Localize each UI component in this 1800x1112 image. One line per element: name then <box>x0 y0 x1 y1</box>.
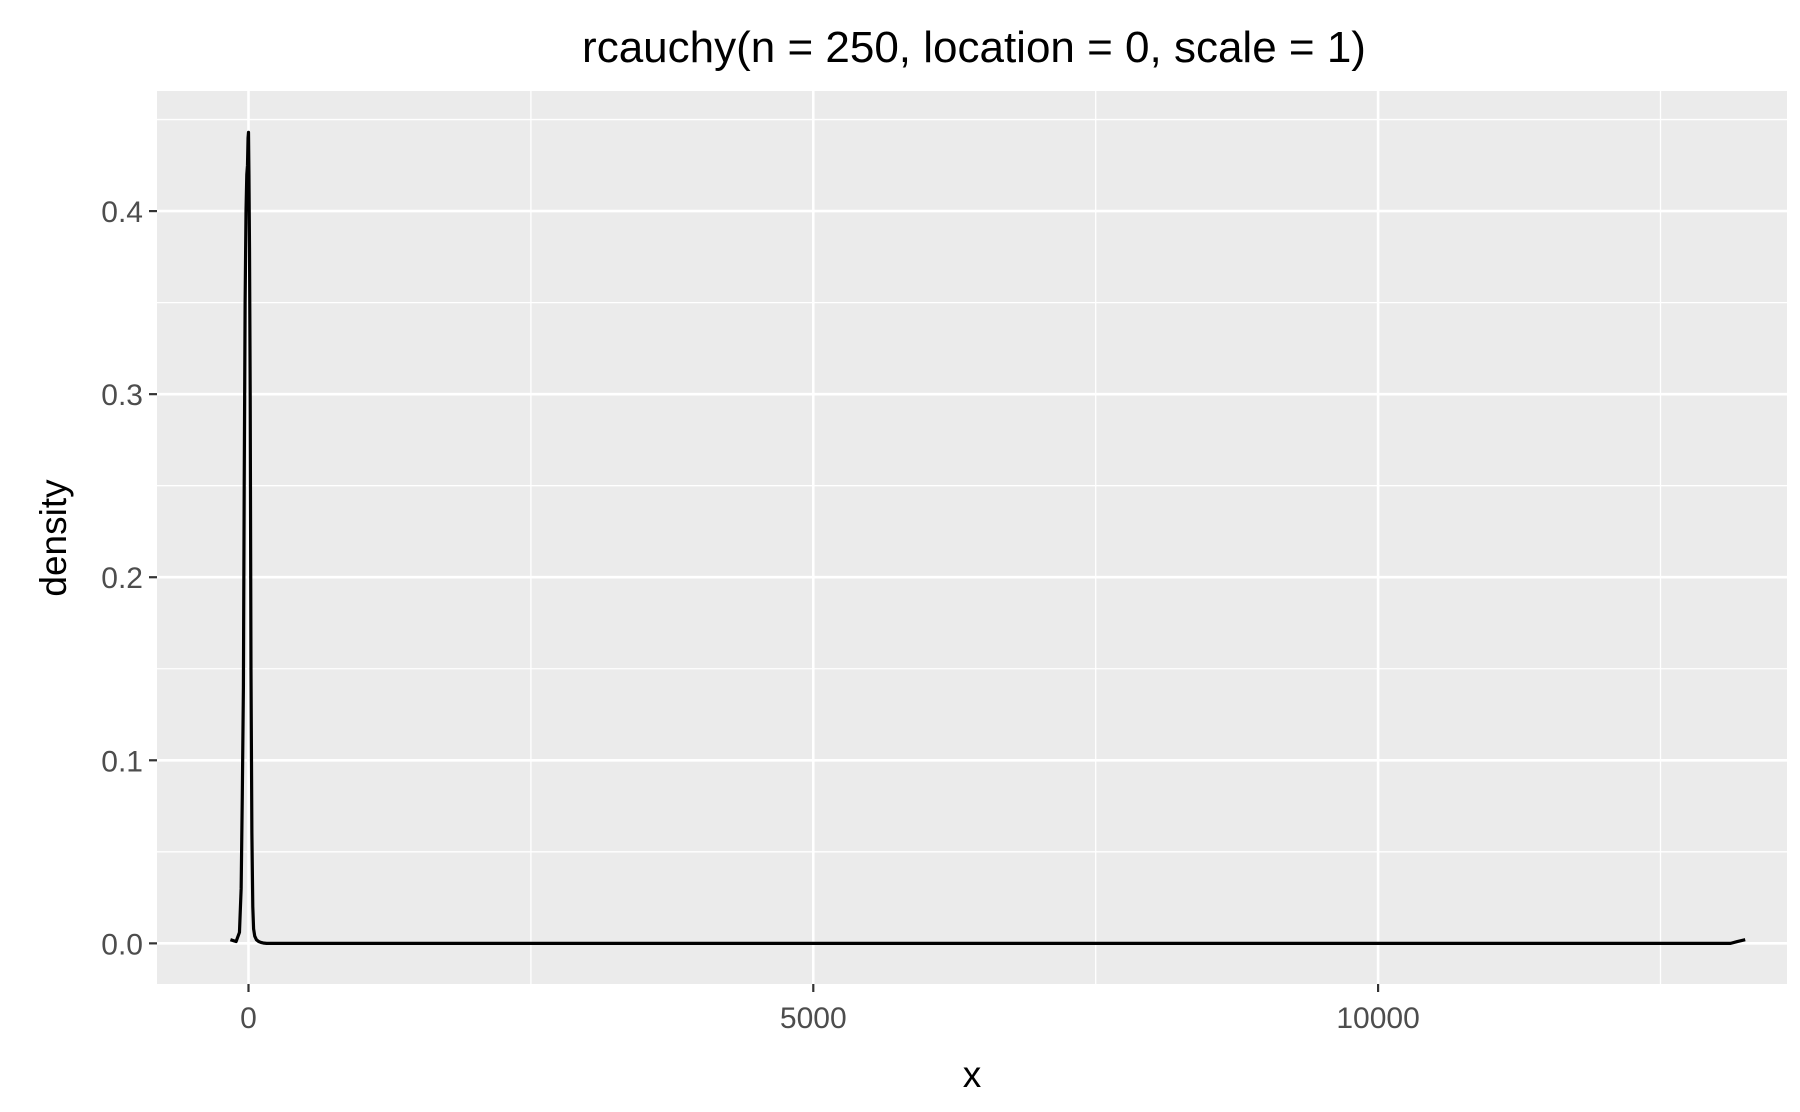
y-tick-label: 0.0 <box>101 928 143 961</box>
minor-gridlines <box>157 91 1787 984</box>
x-tick-label: 10000 <box>1336 1002 1419 1035</box>
y-tick-label: 0.3 <box>101 379 143 412</box>
x-axis-ticks: 0 5000 10000 <box>240 984 1420 1035</box>
y-axis-title: density <box>33 479 74 597</box>
y-tick-label: 0.2 <box>101 562 143 595</box>
plot-panel <box>157 91 1787 984</box>
y-tick-label: 0.4 <box>101 196 143 229</box>
density-curve <box>229 130 1746 945</box>
chart-title: rcauchy(n = 250, location = 0, scale = 1… <box>582 23 1366 72</box>
x-tick-label: 0 <box>240 1002 257 1035</box>
y-tick-label: 0.1 <box>101 745 143 778</box>
x-axis-title: x <box>963 1054 982 1095</box>
x-tick-label: 5000 <box>780 1002 847 1035</box>
y-axis-ticks: 0.0 0.1 0.2 0.3 0.4 <box>101 196 157 961</box>
